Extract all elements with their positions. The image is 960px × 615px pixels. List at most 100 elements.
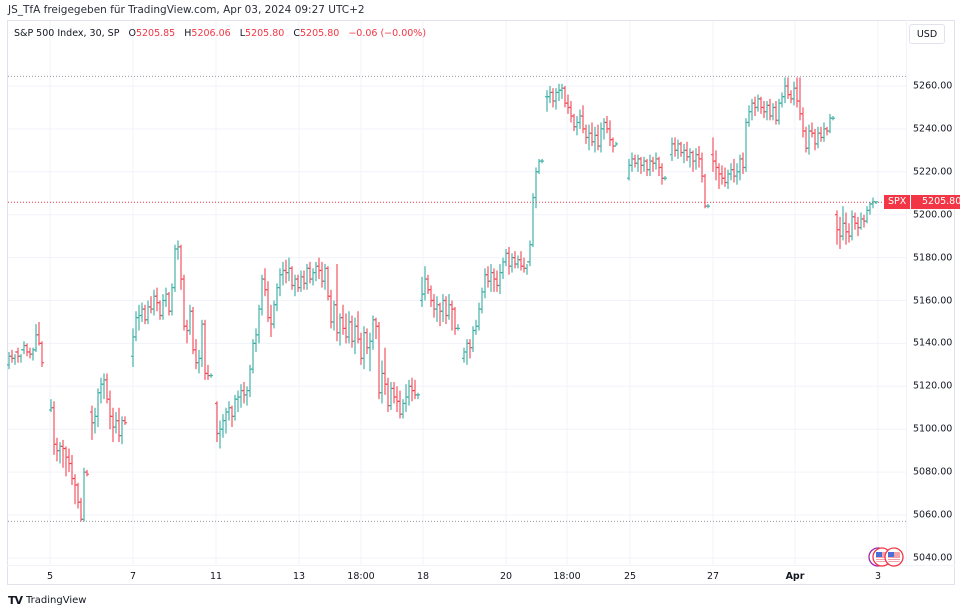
ohlc-bar: [492, 268, 496, 292]
ohlc-bar: [486, 266, 490, 288]
ohlc-bar: [25, 343, 29, 357]
ohlc-bar: [287, 257, 291, 282]
ohlc-bar: [735, 163, 739, 185]
currency-button[interactable]: USD: [909, 24, 945, 44]
time-axis-label: 3: [874, 571, 882, 582]
ohlc-bar: [96, 388, 100, 428]
ohlc-bar: [874, 201, 878, 204]
price-axis-label: 5240.00: [913, 123, 953, 135]
ohlc-bar: [651, 156, 655, 172]
ohlc-bar: [76, 482, 80, 509]
us-flag-icon: [884, 547, 904, 567]
ohlc-bar: [765, 101, 769, 121]
ohlc-bar: [813, 128, 817, 151]
ohlc-bar: [654, 152, 658, 170]
ohlc-bar: [320, 261, 324, 288]
ohlc-bar: [771, 103, 775, 121]
ohlc-bar: [308, 261, 312, 284]
ohlc-bar: [720, 165, 724, 185]
ohlc-bar: [281, 261, 285, 286]
symbol-legend: S&P 500 Index, 30, SP O5205.85 H5206.06 …: [14, 28, 426, 39]
ohlc-bar: [706, 203, 710, 209]
ohlc-bar: [155, 287, 159, 312]
ohlc-bar: [726, 169, 730, 189]
ohlc-bar: [236, 390, 240, 413]
price-tag-value: 5205.80: [911, 195, 960, 209]
ohlc-bar: [197, 349, 201, 374]
ohlc-bar: [545, 90, 549, 112]
time-axis-label: 5: [46, 571, 54, 582]
ohlc-bar: [759, 96, 763, 114]
ohlc-bar: [37, 321, 41, 346]
ohlc-bar: [780, 92, 784, 108]
ohlc-bar: [426, 274, 430, 295]
economic-events-icon[interactable]: [867, 546, 905, 568]
ohlc-bar: [383, 347, 387, 395]
ohlc-bar: [717, 163, 721, 189]
price-axis-label: 5040.00: [913, 552, 953, 564]
ohlc-bar: [191, 306, 195, 355]
ohlc-bar: [801, 107, 805, 138]
ohlc-bar: [269, 304, 273, 337]
ohlc-bar: [347, 311, 351, 344]
ohlc-bar: [266, 281, 270, 322]
ohlc-bar: [314, 261, 318, 282]
ohlc-bar: [453, 306, 457, 335]
ohlc-bar: [70, 454, 74, 485]
ohlc-bar: [828, 113, 832, 134]
ohlc-bar: [590, 122, 594, 147]
ohlc-bar: [501, 257, 505, 280]
price-axis-divider: [906, 20, 907, 565]
ohlc-bar: [477, 302, 481, 331]
ohlc-bar: [341, 304, 345, 335]
ohlc-bar: [317, 257, 321, 280]
ohlc-bar: [838, 216, 842, 250]
ohlc-bar: [167, 291, 171, 316]
ohlc-bar: [55, 437, 59, 462]
ohlc-bar: [513, 251, 517, 269]
ohlc-bar: [10, 349, 14, 363]
low-label: L: [239, 28, 246, 39]
symbol-title[interactable]: S&P 500 Index, 30, SP: [14, 28, 120, 39]
ohlc-bar: [438, 302, 442, 327]
share-caption: JS_TfA freigegeben für TradingView.com, …: [8, 4, 365, 16]
price-axis-label: 5060.00: [913, 509, 953, 521]
ohlc-bar: [697, 146, 701, 168]
ohlc-bar: [152, 289, 156, 316]
ohlc-bar: [416, 392, 420, 400]
ohlc-bar: [593, 126, 597, 153]
open-value: 5205.85: [135, 28, 176, 39]
ohlc-bar: [756, 94, 760, 112]
chart-pane[interactable]: [7, 20, 955, 585]
tradingview-watermark[interactable]: TV TradingView: [8, 594, 86, 607]
ohlc-bar: [642, 156, 646, 172]
price-tag-symbol: SPX: [884, 195, 911, 209]
close-label: C: [293, 28, 301, 39]
ohlc-bar: [134, 311, 138, 342]
ohlc-bar: [73, 474, 77, 505]
tradingview-logo-icon: TV: [8, 594, 23, 607]
ohlc-bar: [293, 274, 297, 297]
ohlc-bar: [111, 407, 115, 443]
ohlc-bar: [700, 152, 704, 183]
ohlc-bar: [822, 122, 826, 142]
ohlc-bar: [630, 152, 634, 172]
ohlc-bar: [19, 349, 23, 363]
ohlc-bar: [786, 77, 790, 99]
ohlc-bar: [380, 360, 384, 404]
ohlc-bar: [79, 497, 83, 522]
ohlc-bar: [410, 377, 414, 402]
ohlc-bar: [795, 77, 799, 108]
ohlc-bar: [117, 407, 121, 443]
ohlc-bar: [663, 176, 667, 181]
ohlc-bar: [534, 167, 538, 209]
ohlc-bar: [108, 390, 112, 430]
time-axis-label: 11: [209, 571, 223, 582]
ohlc-bar: [611, 137, 615, 153]
ohlc-bar: [768, 98, 772, 121]
time-axis-label: 18:00: [553, 571, 581, 582]
ohlc-bar: [741, 152, 745, 174]
ohlc-bar: [679, 141, 683, 157]
ohlc-bar: [847, 223, 851, 243]
